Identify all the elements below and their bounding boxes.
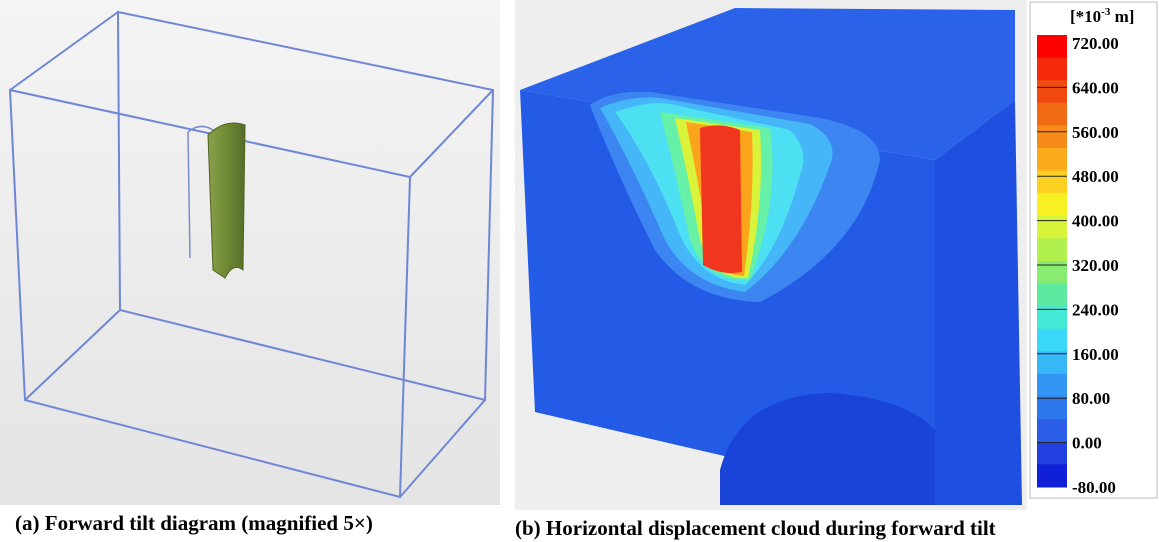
colorbar-band bbox=[1037, 419, 1067, 442]
colorbar-band bbox=[1037, 442, 1067, 465]
figure-canvas: [*10-3 m] 720.00640.00560.00480.00400.00… bbox=[0, 0, 1159, 542]
colorbar-band bbox=[1037, 464, 1067, 487]
colorbar-label: 240.00 bbox=[1072, 300, 1119, 319]
colorbar-band bbox=[1037, 171, 1067, 194]
figure: [*10-3 m] 720.00640.00560.00480.00400.00… bbox=[0, 0, 1159, 542]
colorbar-label: 720.00 bbox=[1072, 34, 1119, 53]
colorbar-label: 400.00 bbox=[1072, 212, 1119, 231]
colorbar-label: 480.00 bbox=[1072, 167, 1119, 186]
colorbar-band bbox=[1037, 80, 1067, 103]
colorbar-band bbox=[1037, 58, 1067, 81]
colorbar-label: 560.00 bbox=[1072, 123, 1119, 142]
colorbar-label: 80.00 bbox=[1072, 389, 1110, 408]
colorbar-band bbox=[1037, 35, 1067, 58]
colorbar-band bbox=[1037, 284, 1067, 307]
colorbar-label: 0.00 bbox=[1072, 434, 1102, 453]
colorbar-band bbox=[1037, 329, 1067, 352]
colorbar-band bbox=[1037, 374, 1067, 397]
caption-b: (b) Horizontal displacement cloud during… bbox=[515, 516, 996, 540]
colorbar-band bbox=[1037, 193, 1067, 216]
colorbar-band bbox=[1037, 397, 1067, 420]
colorbar-band bbox=[1037, 351, 1067, 374]
colorbar-band bbox=[1037, 103, 1067, 126]
colorbar-band bbox=[1037, 261, 1067, 284]
colorbar-label: 320.00 bbox=[1072, 256, 1119, 275]
colorbar-band bbox=[1037, 148, 1067, 171]
colorbar-label: -80.00 bbox=[1072, 478, 1116, 497]
colorbar-band bbox=[1037, 216, 1067, 239]
colorbar-band bbox=[1037, 125, 1067, 148]
caption-a: (a) Forward tilt diagram (magnified 5×) bbox=[15, 511, 373, 535]
colorbar-label: 160.00 bbox=[1072, 345, 1119, 364]
colorbar-label: 640.00 bbox=[1072, 78, 1119, 97]
colorbar-band bbox=[1037, 238, 1067, 261]
colorbar-bands bbox=[1037, 35, 1067, 488]
